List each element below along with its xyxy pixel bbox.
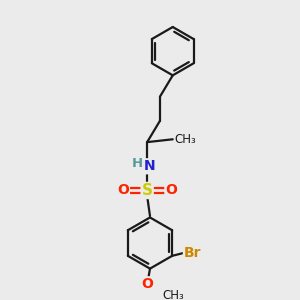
- Text: CH₃: CH₃: [174, 133, 196, 146]
- Text: H: H: [132, 157, 143, 170]
- Text: O: O: [141, 277, 153, 291]
- Text: S: S: [142, 183, 153, 198]
- Text: O: O: [117, 184, 129, 197]
- Text: Br: Br: [184, 246, 201, 260]
- Text: N: N: [144, 159, 156, 173]
- Text: O: O: [165, 184, 177, 197]
- Text: CH₃: CH₃: [163, 289, 184, 300]
